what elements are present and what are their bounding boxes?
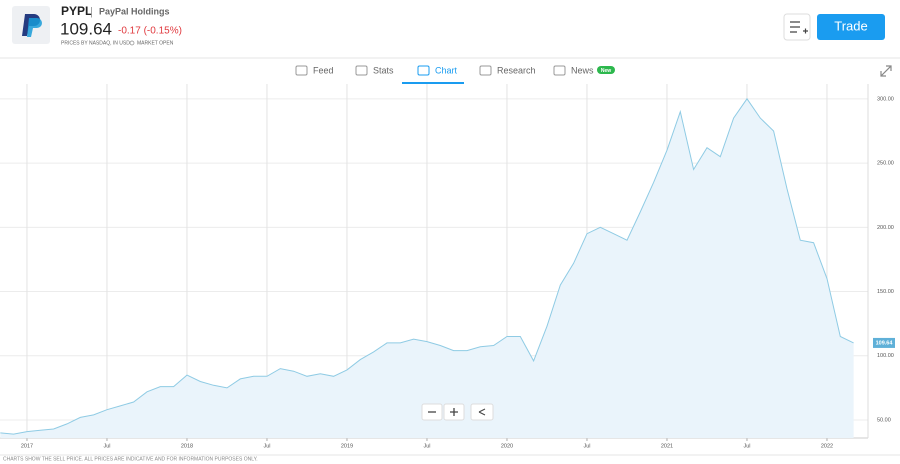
company-name: PayPal Holdings	[99, 6, 170, 16]
trade-label: Trade	[834, 18, 867, 33]
y-tick-label: 200.00	[877, 225, 894, 231]
news-badge: New	[601, 68, 611, 74]
logo-accent	[27, 18, 42, 37]
x-tick-label: Jul	[743, 443, 750, 449]
x-tick-label: Jul	[263, 443, 270, 449]
x-tick-label: Jul	[423, 443, 430, 449]
watchlist-icon	[790, 21, 808, 34]
trade-button[interactable]	[817, 14, 885, 40]
y-tick-label: 100.00	[877, 353, 894, 359]
x-tick-label: 2022	[821, 443, 833, 449]
tab[interactable]: News	[571, 65, 594, 75]
news-badge-bg	[597, 66, 615, 74]
tab[interactable]: Chart	[435, 65, 458, 75]
x-tick-label: 2021	[661, 443, 673, 449]
tab-icon	[355, 65, 368, 76]
active-tab-underline	[402, 82, 464, 84]
price-tag: 109.64	[876, 340, 894, 346]
disclaimer: CHARTS SHOW THE SELL PRICE. ALL PRICES A…	[3, 456, 258, 462]
y-tick-label: 300.00	[877, 96, 894, 102]
tab-icon	[295, 65, 308, 76]
price-source: PRICES BY NASDAQ, IN USD	[61, 40, 130, 46]
tab-icon	[479, 65, 492, 76]
x-tick-label: 2017	[21, 443, 33, 449]
tab-icon	[417, 65, 430, 76]
header-bg	[0, 0, 900, 58]
tab-icon	[553, 65, 566, 76]
price-change: -0.17 (-0.15%)	[118, 26, 182, 37]
share-button[interactable]	[470, 403, 494, 421]
separator: |	[90, 6, 93, 18]
x-tick-label: 2018	[181, 443, 193, 449]
share-icon	[478, 408, 486, 416]
zoom-in-icon	[450, 408, 458, 416]
tab[interactable]: Research	[497, 65, 536, 75]
price-line	[0, 97, 854, 435]
x-tick-label: Jul	[583, 443, 590, 449]
x-tick-label: 2019	[341, 443, 353, 449]
clock-icon	[129, 40, 135, 46]
symbol: PYPL	[61, 4, 92, 18]
price-tag-bg	[873, 337, 895, 348]
expand-icon[interactable]	[880, 65, 892, 77]
x-tick-label: 2020	[501, 443, 513, 449]
tab[interactable]: Stats	[373, 65, 394, 75]
price: 109.64	[60, 19, 112, 38]
area-fill	[0, 98, 854, 439]
y-tick-label: 150.00	[877, 289, 894, 295]
tab[interactable]: Feed	[313, 65, 334, 75]
x-tick-label: Jul	[103, 443, 110, 449]
y-tick-label: 250.00	[877, 161, 894, 167]
market-status: MARKET OPEN	[137, 40, 174, 46]
y-tick-label: 50.00	[877, 417, 891, 423]
